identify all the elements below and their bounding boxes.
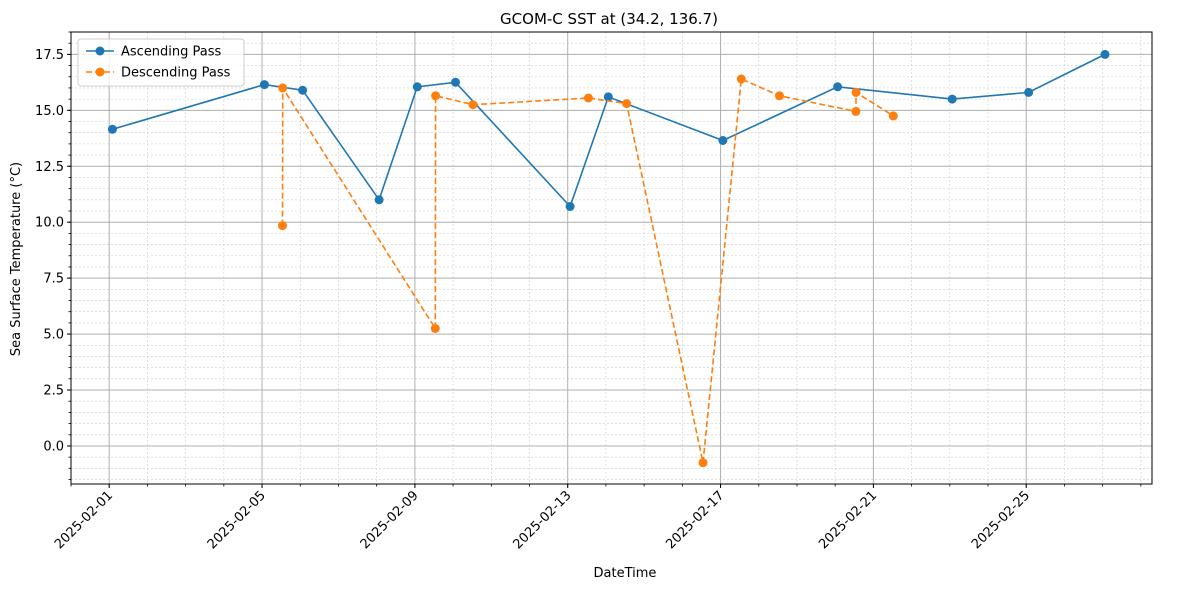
legend-label-1: Descending Pass [121,66,231,81]
series-1-point [278,221,287,231]
y-tick-label: 5.0 [43,328,64,343]
series-line-1 [281,77,894,463]
series-0-point [1024,87,1034,97]
y-tick-label: 7.5 [43,272,64,287]
y-tick-label: 2.5 [43,384,64,399]
y-tick-label: 15.0 [35,104,64,119]
series-line-0 [112,53,1106,209]
legend-marker-1 [95,67,105,77]
series-1-point [851,87,861,97]
x-tick-label: 2025-02-21 [816,488,880,552]
series-1-point [736,74,746,84]
series-1-point [888,111,898,121]
series-1-point [698,458,708,468]
y-tick-label: 12.5 [35,160,64,175]
chart-title: GCOM-C SST at (34.2, 136.7) [500,10,718,28]
legend-label-0: Ascending Pass [121,45,222,60]
series-0-point [451,77,460,87]
series-1-point [278,83,288,93]
x-tick-label: 2025-02-25 [969,488,1033,552]
x-tick-label: 2025-02-09 [358,488,422,552]
series-0-point [412,82,422,92]
series-0-point [565,202,575,211]
series-0-point [947,94,957,104]
x-tick-label: 2025-02-05 [205,488,269,552]
series-0-point [603,92,613,102]
series-1-point [430,324,440,333]
series-0-point [1100,49,1110,59]
series-0-point [107,124,117,134]
legend: Ascending Pass Descending Pass [77,38,245,87]
x-tick-label: 2025-02-13 [511,488,575,552]
legend-box [77,38,245,87]
legend-marker-0 [95,46,105,56]
y-tick-label: 10.0 [35,216,64,231]
plot-frame [70,31,1153,485]
series-0-point [374,195,384,205]
series-1-point [468,100,478,110]
series-1-point [775,91,784,101]
series-layer [107,49,1110,468]
series-1-point [431,91,441,101]
x-tick-label: 2025-02-01 [52,488,116,552]
x-axis: 2025-02-01 2025-02-05 2025-02-09 2025-02-13… [52,484,1142,552]
y-tick-label: 0.0 [43,439,64,454]
y-axis-title: Sea Surface Temperature (°C) [9,162,24,356]
series-0-point [833,82,843,92]
series-0-point [718,136,728,145]
series-1-point [622,99,632,109]
series-1-point [851,106,861,116]
series-0-point [298,85,308,95]
y-tick-label: 17.5 [35,48,64,63]
major-grid [71,32,1152,484]
y-axis: 0.0 2.5 5.0 7.5 10.0 12.5 15.0 17.5 [35,31,71,480]
x-axis-title: DateTime [594,566,657,581]
x-tick-label: 2025-02-17 [663,488,727,552]
series-1-point [583,93,593,103]
series-0-point [259,80,269,90]
